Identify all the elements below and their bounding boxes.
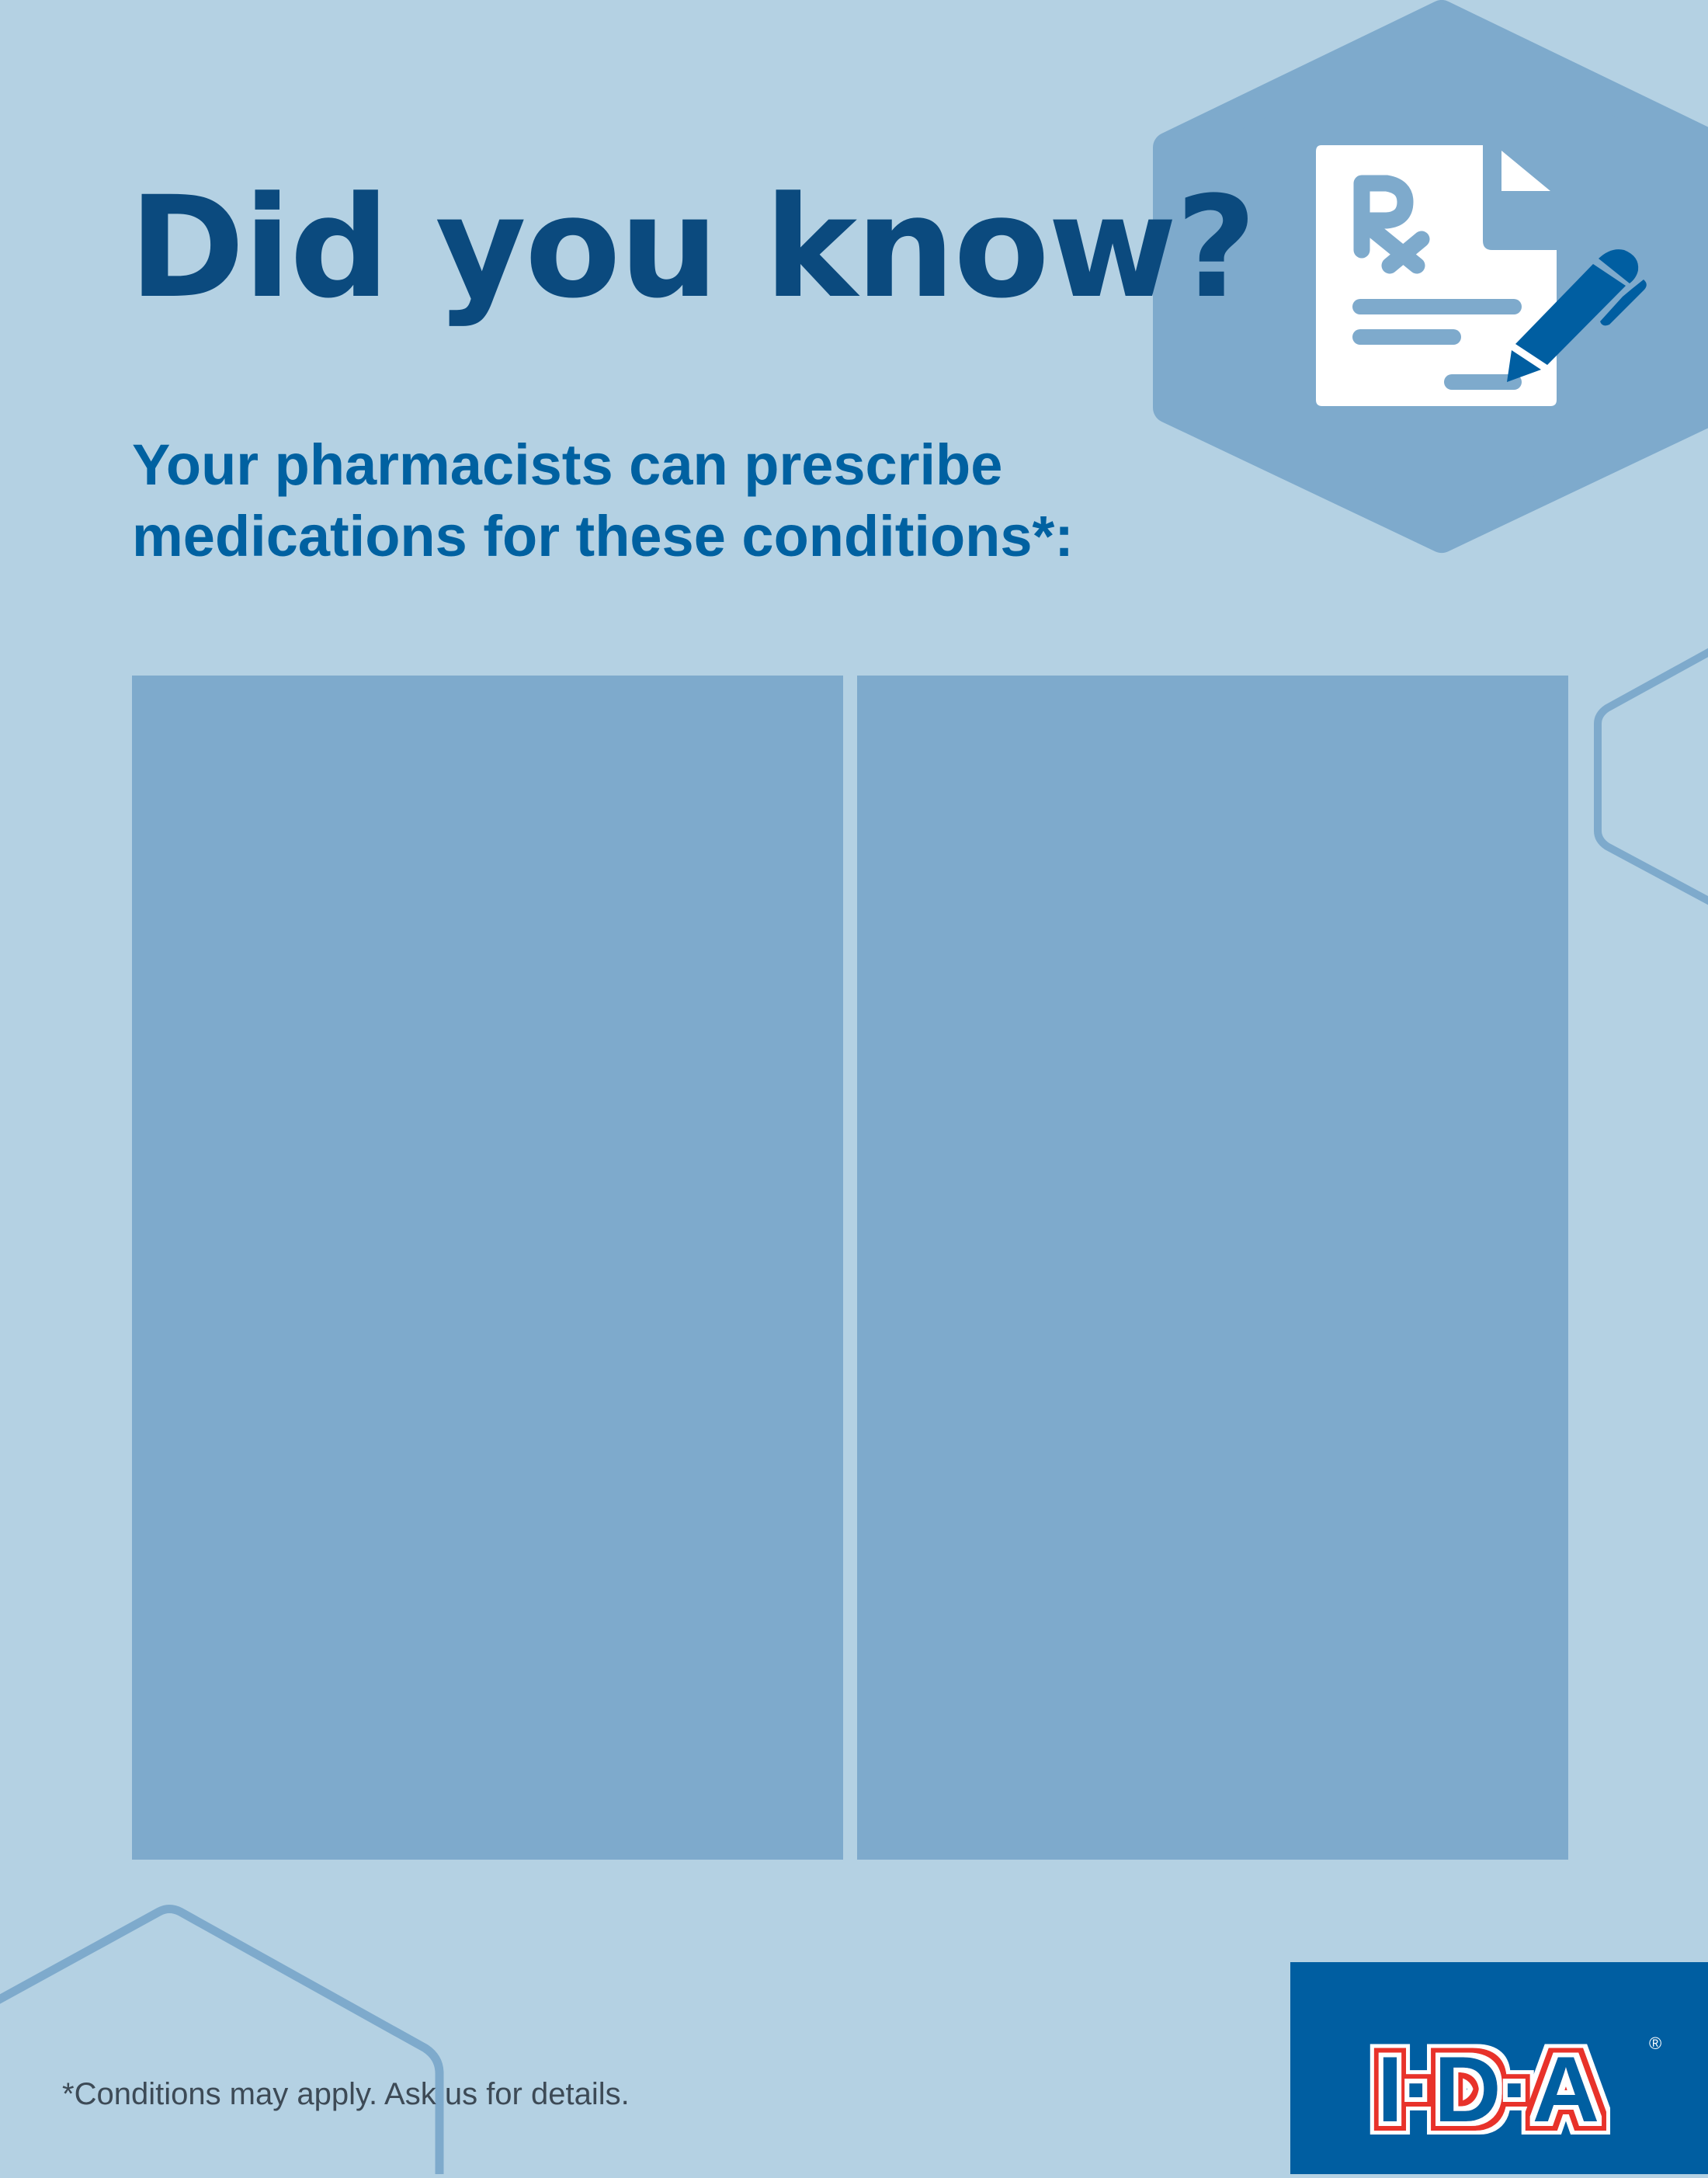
pen-icon	[1507, 249, 1647, 382]
prescription-document-pen-icon	[1316, 145, 1647, 406]
registered-mark: ®	[1649, 2034, 1661, 2053]
hexagon-outline-bottom-left	[0, 1905, 444, 2174]
subtitle-line-1: Your pharmacists can prescribe	[132, 432, 1003, 497]
ida-logo-mark: I·D·A ®	[1377, 2034, 1662, 2142]
page-subtitle: Your pharmacists can prescribe medicatio…	[132, 429, 1219, 572]
ida-logo-text: I·D·A	[1377, 2037, 1600, 2142]
left-conditions-panel	[132, 676, 843, 1860]
right-conditions-panel	[857, 676, 1568, 1860]
ida-logo: I·D·A ®	[1290, 1962, 1708, 2174]
disclaimer-text: *Conditions may apply. Ask us for detail…	[62, 2077, 630, 2111]
page-title: Did you know?	[129, 167, 1257, 329]
subtitle-line-2: medications for these conditions*:	[132, 504, 1074, 568]
rx-symbol-icon	[1353, 175, 1430, 274]
hexagon-outline-right	[1594, 648, 1708, 905]
